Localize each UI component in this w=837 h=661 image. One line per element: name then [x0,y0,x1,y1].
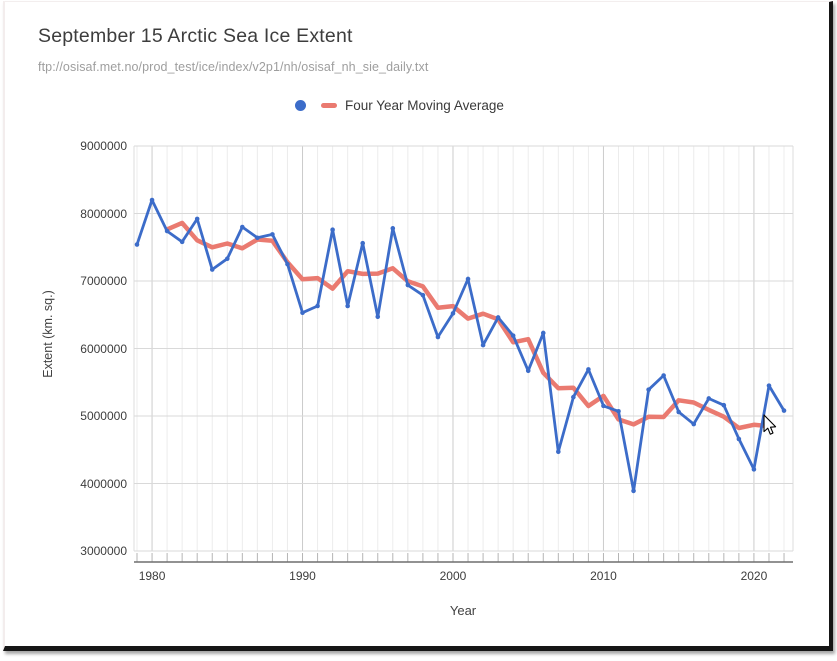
chart-source-url: ftp://osisaf.met.no/prod_test/ice/index/… [38,60,429,74]
y-axis-tick-label: 6000000 [80,341,127,356]
y-axis-tick-label: 7000000 [80,274,127,288]
moving-average-legend-label: Four Year Moving Average [345,97,504,113]
y-axis-tick-label: 5000000 [80,409,127,423]
x-axis-tick-label: 1980 [138,569,166,583]
x-axis-tick-label: 1990 [289,569,316,583]
y-axis-title: Extent (km. sq.) [41,290,55,378]
y-axis-tick-label: 4000000 [80,476,127,491]
legend: Four Year Moving Average [295,97,504,113]
y-axis-tick-label: 3000000 [80,544,127,558]
moving-average-marker-icon [321,102,337,108]
mouse-cursor-icon [763,414,777,435]
extent-series-line [135,198,786,493]
extent-series-marker-icon [295,99,306,111]
y-axis-tick-label: 9000000 [80,139,127,153]
x-axis-tick-marks [136,553,785,562]
horizontal-gridlines [134,145,793,552]
moving-average-line [164,220,772,431]
x-axis-tick-label: 2000 [439,569,467,583]
x-axis-tick-label: 2010 [590,569,617,583]
y-axis-tick-label: 8000000 [80,206,127,221]
chart-title: September 15 Arctic Sea Ice Extent [38,25,353,47]
x-axis-title: Year [449,603,477,618]
screenshot-frame [3,1,833,651]
extent-series-markers [134,197,787,494]
x-axis-tick-label: 2020 [740,569,768,583]
